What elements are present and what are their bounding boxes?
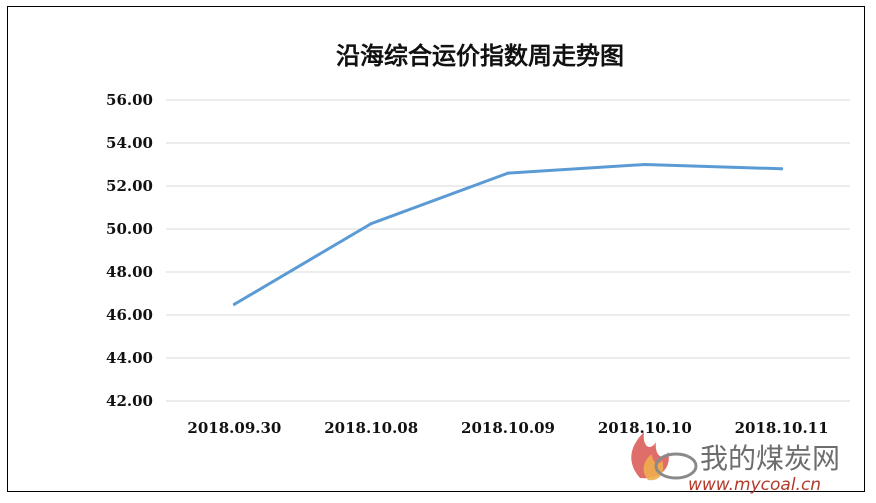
y-tick-label: 50.00 (106, 220, 153, 238)
data-point (369, 222, 373, 226)
chart-title: 沿海综合运价指数周走势图 (336, 41, 624, 70)
x-axis-labels: 2018.09.30 2018.10.08 2018.10.09 2018.10.10… (187, 419, 828, 437)
series-line-0 (232, 163, 784, 306)
grid-layer (166, 99, 850, 402)
y-axis-labels: 56.00 54.00 52.00 50.00 48.00 46.00 44.00 42.00 (106, 91, 153, 410)
data-point (506, 171, 510, 175)
data-point (643, 163, 647, 166)
y-tick-label: 54.00 (106, 134, 153, 152)
x-tick-label: 2018.10.09 (461, 419, 555, 437)
watermark-url-text: www.mycoal.cn (688, 475, 821, 495)
chart-frame (7, 6, 865, 492)
x-tick-label: 2018.10.10 (598, 419, 692, 437)
y-tick-label: 56.00 (106, 91, 153, 109)
x-tick-label: 2018.09.30 (187, 419, 281, 437)
data-point (780, 167, 784, 171)
y-tick-label: 46.00 (106, 306, 153, 324)
x-tick-label: 2018.10.08 (324, 419, 418, 437)
y-tick-label: 52.00 (106, 177, 153, 195)
y-tick-label: 44.00 (106, 349, 153, 367)
flame-logo-icon (631, 432, 698, 481)
watermark: 我的煤炭网 www.mycoal.cn (631, 432, 840, 495)
x-tick-label: 2018.10.11 (735, 419, 829, 437)
watermark-brand-text: 我的煤炭网 (700, 442, 840, 475)
data-point (232, 302, 236, 306)
y-tick-label: 42.00 (106, 392, 153, 410)
y-tick-label: 48.00 (106, 263, 153, 281)
series-layer (232, 163, 784, 306)
